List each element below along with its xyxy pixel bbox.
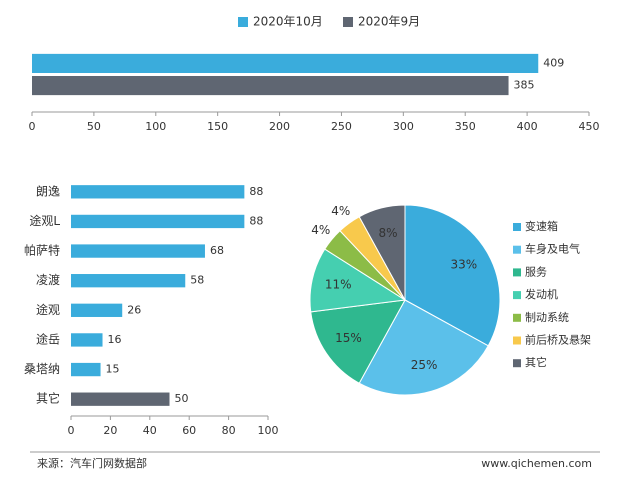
source: 来源：汽车门网数据部 xyxy=(37,456,147,470)
bar xyxy=(32,76,509,96)
pie-slice xyxy=(404,204,501,347)
category-label: 帕萨特 xyxy=(24,243,60,258)
legend-swatch xyxy=(513,313,521,322)
value-label: 4% xyxy=(331,204,350,218)
x-tick-label: 0 xyxy=(68,424,75,437)
x-tick-label: 400 xyxy=(517,120,538,133)
value-label: 33% xyxy=(451,258,478,272)
pie-slice xyxy=(358,204,406,301)
legend-label: 发动机 xyxy=(525,287,558,301)
pie-slice xyxy=(309,248,407,313)
x-tick-label: 450 xyxy=(579,120,600,133)
value-label: 15 xyxy=(106,363,120,376)
x-tick-label: 150 xyxy=(207,120,228,133)
category-label: 其它 xyxy=(36,391,60,406)
value-label: 8% xyxy=(378,226,397,240)
legend-label: 车身及电气 xyxy=(525,242,580,256)
category-label: 凌渡 xyxy=(36,272,60,287)
value-label: 385 xyxy=(514,79,535,92)
bar xyxy=(71,303,123,317)
legend-swatch xyxy=(513,336,521,345)
legend-swatch xyxy=(513,223,521,231)
legend-label: 服务 xyxy=(525,265,547,278)
legend-label: 2020年10月 xyxy=(253,15,323,29)
legend-swatch xyxy=(513,245,521,254)
pie-slice xyxy=(358,299,489,396)
legend-swatch xyxy=(238,17,248,27)
legend-swatch xyxy=(513,359,521,368)
bar xyxy=(71,274,186,288)
category-label: 桑塔纳 xyxy=(24,362,60,376)
value-label: 26 xyxy=(127,303,141,316)
x-tick-label: 250 xyxy=(331,120,352,133)
value-label: 25% xyxy=(411,358,438,372)
value-label: 409 xyxy=(543,56,564,69)
value-label: 88 xyxy=(249,185,263,198)
x-tick-label: 100 xyxy=(258,424,279,437)
value-label: 88 xyxy=(249,214,263,227)
url: www.qichemen.com xyxy=(481,457,592,470)
x-tick-label: 60 xyxy=(182,424,196,437)
legend-label: 前后桥及悬架 xyxy=(525,333,591,347)
category-label: 途观 xyxy=(36,302,60,317)
category-label: 途观L xyxy=(29,213,60,228)
legend-label: 制动系统 xyxy=(525,311,569,324)
bar xyxy=(71,362,101,377)
value-label: 4% xyxy=(311,223,330,237)
value-label: 11% xyxy=(325,278,352,292)
x-tick-label: 300 xyxy=(393,120,414,133)
legend-label: 2020年9月 xyxy=(358,15,420,29)
legend-swatch xyxy=(513,268,521,277)
legend-swatch xyxy=(343,17,353,27)
legend-label: 其它 xyxy=(525,355,547,369)
bar xyxy=(71,244,205,258)
x-tick-label: 80 xyxy=(222,424,236,437)
bar xyxy=(71,333,103,347)
bar xyxy=(71,214,245,229)
x-tick-label: 0 xyxy=(29,120,36,133)
bar xyxy=(32,53,539,73)
value-label: 68 xyxy=(210,244,224,257)
bar xyxy=(71,185,245,199)
legend-swatch xyxy=(513,291,521,300)
value-label: 50 xyxy=(175,392,189,405)
x-tick-label: 50 xyxy=(87,120,101,133)
x-tick-label: 100 xyxy=(145,120,166,133)
value-label: 16 xyxy=(108,333,122,346)
value-label: 58 xyxy=(190,274,204,287)
x-tick-label: 40 xyxy=(143,424,157,437)
x-tick-label: 350 xyxy=(455,120,476,133)
value-label: 15% xyxy=(335,331,362,345)
bar xyxy=(71,392,170,406)
category-label: 朗逸 xyxy=(36,184,60,198)
legend-label: 变速箱 xyxy=(525,219,558,233)
pie-slice xyxy=(310,299,406,384)
category-label: 途岳 xyxy=(36,331,60,346)
x-tick-label: 20 xyxy=(103,424,117,437)
x-tick-label: 200 xyxy=(269,120,290,133)
